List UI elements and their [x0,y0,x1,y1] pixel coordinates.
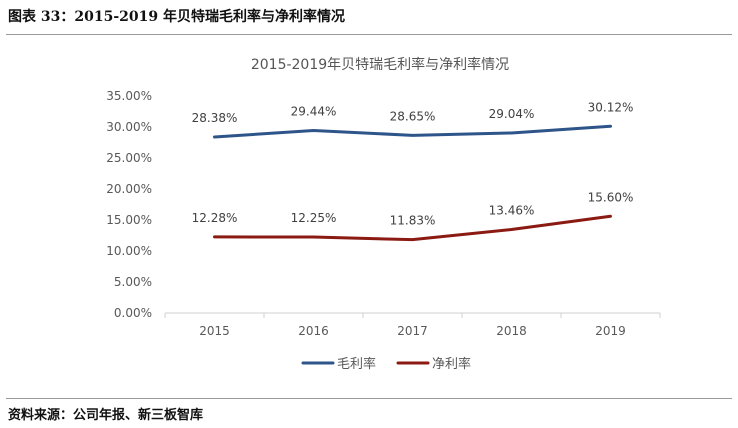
x-tick-label: 2018 [496,324,527,338]
data-label: 15.60% [588,190,634,204]
x-tick-label: 2016 [298,324,329,338]
y-tick-label: 15.00% [106,213,152,227]
chart-title: 2015-2019年贝特瑞毛利率与净利率情况 [251,56,509,73]
x-axis: 2015 2016 2017 2018 2019 [164,312,661,338]
y-tick-label: 35.00% [106,89,152,103]
source-note: 资料来源：公司年报、新三板智库 [8,408,204,423]
x-tick-label: 2019 [595,324,626,338]
y-tick-label: 25.00% [106,151,152,165]
data-label: 29.44% [291,104,337,118]
figure-caption: 图表 33：2015-2019 年贝特瑞毛利率与净利率情况 [8,9,345,25]
data-label: 11.83% [390,214,436,228]
y-tick-label: 20.00% [106,182,152,196]
data-label: 28.38% [192,111,238,125]
y-tick-label: 30.00% [106,120,152,134]
series-line-net-margin [213,214,612,242]
series-line-gross-margin [213,124,612,139]
x-tick-label: 2017 [397,324,428,338]
y-tick-label: 0.00% [114,306,152,320]
data-label: 29.04% [489,107,535,121]
y-axis: 0.00% 5.00% 10.00% 15.00% 20.00% 25.00% 30.00%… [106,89,152,320]
y-tick-label: 10.00% [106,244,152,258]
bottom-rule [6,398,732,399]
data-label: 12.25% [291,211,337,225]
legend-label: 净利率 [432,356,471,372]
data-label: 28.65% [390,109,436,123]
legend: 毛利率 净利率 [301,356,471,372]
y-tick-label: 5.00% [114,275,152,289]
data-label: 13.46% [489,204,535,218]
data-label: 30.12% [588,100,634,114]
top-rule [6,34,732,35]
x-tick-label: 2015 [199,324,230,338]
series-layer: 28.38% 29.44% 28.65% 29.04% 30.12% 12.28% 12.2… [192,100,634,242]
data-label: 12.28% [192,211,238,225]
legend-label: 毛利率 [337,356,376,372]
